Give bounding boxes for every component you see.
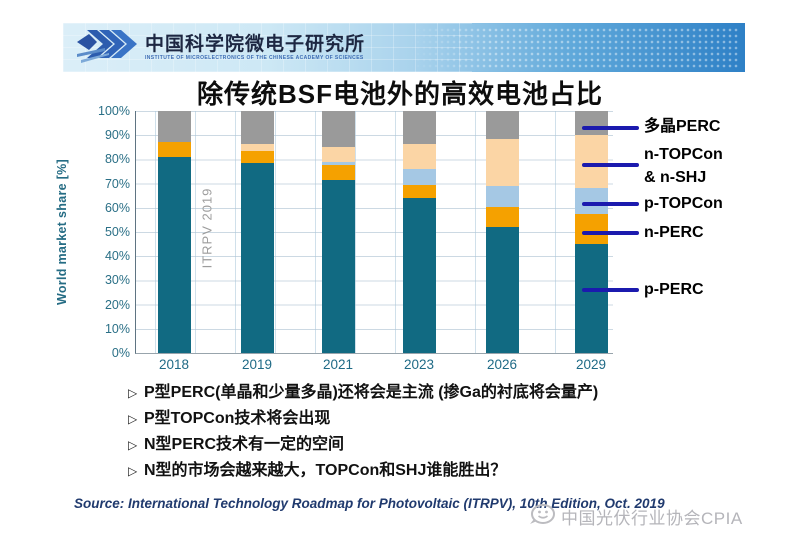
segment-p-PERC (157, 156, 191, 353)
x-tick-label: 2018 (158, 357, 190, 372)
bar-2019 (240, 111, 274, 353)
bar-2018 (157, 111, 191, 353)
segment-p-TOPCon (574, 188, 608, 214)
bullet-item: ▷ N型PERC技术有一定的空间 (128, 435, 688, 455)
org-name-en: INSTITUTE OF MICROELECTRONICS OF THE CHI… (145, 54, 364, 61)
segment-p-PERC (574, 244, 608, 353)
bar-2023 (402, 111, 436, 353)
legend-label: p-TOPCon (644, 195, 723, 212)
cpia-watermark-text: 中国光伏行业协会CPIA (561, 508, 743, 528)
segment-多晶PERC (321, 111, 355, 148)
y-tick-label: 80% (104, 152, 130, 167)
arrow-bullet-icon: ▷ (128, 412, 138, 426)
segment-n-PERC (402, 184, 436, 199)
segment-n-PERC (157, 142, 191, 157)
y-tick-label: 40% (104, 249, 130, 264)
segment-多晶PERC (157, 111, 191, 143)
x-tick-label: 2019 (241, 357, 273, 372)
bar-2029 (574, 111, 608, 353)
arrow-bullet-icon: ▷ (128, 438, 138, 452)
y-tick-label: 90% (104, 128, 130, 143)
segment-多晶PERC (485, 111, 519, 139)
chart-watermark: ITRPV 2019 (199, 187, 215, 269)
segment-n-TOPCon & n-SHJ (485, 138, 519, 187)
y-tick-label: 50% (104, 225, 130, 239)
legend-pointer-line (582, 126, 639, 130)
legend-pointer-line (582, 163, 639, 167)
arrow-bullet-icon: ▷ (128, 386, 138, 400)
segment-n-TOPCon & n-SHJ (240, 143, 274, 151)
x-tick-label: 2021 (322, 357, 354, 372)
bar-2021 (321, 111, 355, 353)
org-name-block: 中国科学院微电子研究所 INSTITUTE OF MICROELECTRONIC… (145, 35, 365, 61)
legend-pointer-line (582, 288, 639, 292)
segment-p-PERC (402, 198, 436, 353)
legend-pointer-line (582, 202, 639, 206)
x-tick-label: 2026 (486, 357, 518, 372)
segment-n-TOPCon & n-SHJ (574, 135, 608, 189)
legend-label: n-TOPCon & n-SHJ (644, 146, 723, 187)
bullet-text: P型PERC(单晶和少量多晶)还将会是主流 (掺Ga的衬底将会量产) (144, 384, 599, 401)
plot-area (135, 111, 613, 354)
y-tick-label: 10% (104, 321, 130, 336)
legend-label: 多晶PERC (644, 118, 721, 135)
bullet-item: ▷ P型TOPCon技术将会出现 (128, 409, 688, 429)
bar-2026 (485, 111, 519, 353)
y-tick-label: 20% (104, 297, 130, 312)
segment-p-PERC (240, 163, 274, 353)
segment-n-PERC (321, 165, 355, 180)
header-band: 中国科学院微电子研究所 INSTITUTE OF MICROELECTRONIC… (63, 23, 745, 72)
segment-n-TOPCon & n-SHJ (402, 143, 436, 170)
institute-logo-icon (75, 28, 139, 68)
y-tick-label: 30% (104, 273, 130, 288)
legend-label: p-PERC (644, 281, 704, 298)
y-tick-label: 0% (111, 346, 130, 360)
legend-pointer-line (582, 231, 639, 235)
x-tick-label: 2023 (403, 357, 435, 372)
world-map-dots (409, 27, 739, 68)
bullet-list: ▷ P型PERC(单晶和少量多晶)还将会是主流 (掺Ga的衬底将会量产) ▷ P型TO… (128, 383, 688, 487)
segment-多晶PERC (402, 111, 436, 144)
segment-n-PERC (574, 213, 608, 245)
arrow-bullet-icon: ▷ (128, 464, 138, 478)
segment-n-PERC (240, 150, 274, 164)
y-tick-label: 60% (104, 200, 130, 215)
org-name-cn: 中国科学院微电子研究所 (145, 33, 366, 55)
cpia-watermark: 中国光伏行业协会CPIA (527, 503, 743, 529)
y-axis-title: World market share [%] (55, 159, 69, 305)
segment-n-TOPCon & n-SHJ (321, 147, 355, 162)
bullet-text: N型的市场会越来越大，TOPCon和SHJ谁能胜出？ (144, 462, 507, 479)
segment-p-PERC (485, 227, 519, 353)
legend-label: n-PERC (644, 224, 704, 241)
source-citation: Source: International Technology Roadmap… (74, 496, 665, 511)
y-tick-label: 100% (98, 104, 130, 118)
segment-多晶PERC (240, 111, 274, 144)
bullet-item: ▷ P型PERC(单晶和少量多晶)还将会是主流 (掺Ga的衬底将会量产) (128, 383, 688, 403)
bullet-text: N型PERC技术有一定的空间 (144, 436, 345, 453)
page-title: 除传统BSF电池外的高效电池占比 (196, 79, 604, 109)
segment-多晶PERC (574, 111, 608, 136)
segment-p-PERC (321, 179, 355, 353)
bullet-item: ▷ N型的市场会越来越大，TOPCon和SHJ谁能胜出？ (128, 461, 688, 481)
segment-p-TOPCon (402, 169, 436, 185)
bullet-text: P型TOPCon技术将会出现 (144, 410, 331, 427)
speech-bubble-smiley-icon (530, 504, 555, 524)
segment-p-TOPCon (321, 161, 355, 166)
segment-n-PERC (485, 206, 519, 228)
x-tick-label: 2029 (575, 357, 607, 372)
y-tick-label: 70% (104, 176, 130, 191)
segment-p-TOPCon (485, 186, 519, 207)
